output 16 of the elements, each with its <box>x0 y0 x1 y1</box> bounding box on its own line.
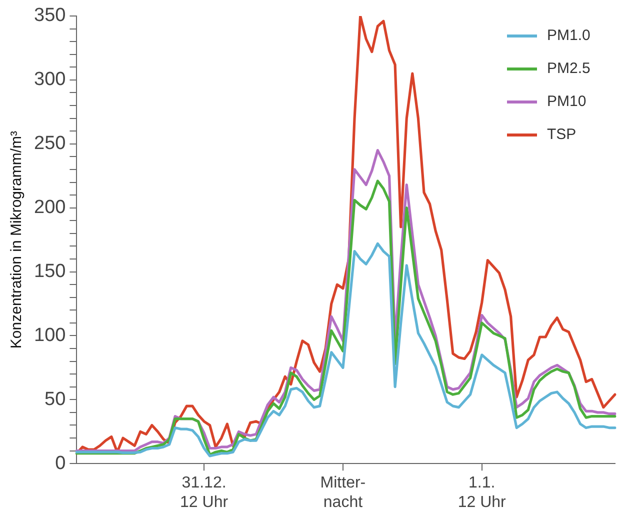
y-tick-label: 150 <box>34 261 66 282</box>
y-tick-label: 0 <box>55 452 66 474</box>
y-tick-label: 250 <box>34 133 66 154</box>
x-tick-label: 31.12. 12 Uhr <box>180 474 229 511</box>
legend-label: PM2.5 <box>547 60 590 78</box>
x-tick-label: 1.1. 12 Uhr <box>458 474 507 511</box>
y-tick-label: 100 <box>34 324 66 346</box>
legend-label: PM1.0 <box>547 27 590 44</box>
y-axis-title: Konzentration in Mikrogramm/m³ <box>8 131 26 349</box>
legend-label: TSP <box>547 126 576 144</box>
y-tick-label: 200 <box>34 197 66 218</box>
y-tick-label: 300 <box>34 69 66 90</box>
legend-label: PM10 <box>547 93 586 110</box>
x-tick-label: Mitter- nacht <box>320 474 366 511</box>
y-tick-label: 350 <box>34 5 66 26</box>
y-tick-label: 50 <box>44 388 66 410</box>
